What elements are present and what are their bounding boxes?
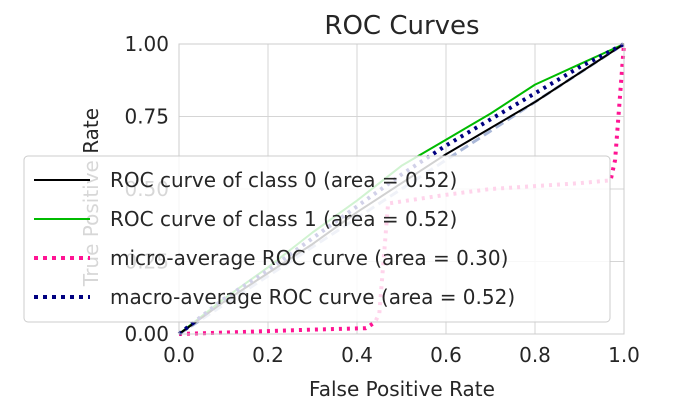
legend: ROC curve of class 0 (area = 0.52) ROC cu… <box>23 155 611 323</box>
x-ticks: 0.0 0.2 0.4 0.6 0.8 1.0 <box>163 343 640 367</box>
y-tick-label: 0.00 <box>124 322 169 346</box>
x-tick-label: 0.2 <box>252 343 284 367</box>
legend-entry: macro-average ROC curve (area = 0.52) <box>110 285 515 309</box>
legend-entry: micro-average ROC curve (area = 0.30) <box>110 246 508 270</box>
x-axis-label: False Positive Rate <box>309 377 495 401</box>
legend-entry: ROC curve of class 1 (area = 0.52) <box>110 207 457 231</box>
x-tick-label: 0.0 <box>163 343 195 367</box>
x-tick-label: 0.4 <box>341 343 373 367</box>
x-tick-label: 0.6 <box>430 343 462 367</box>
y-tick-label: 1.00 <box>124 32 169 56</box>
chart-title: ROC Curves <box>324 11 479 41</box>
x-tick-label: 1.0 <box>608 343 640 367</box>
y-tick-label: 0.75 <box>124 105 169 129</box>
legend-box <box>23 155 611 323</box>
x-tick-label: 0.8 <box>519 343 551 367</box>
legend-entry: ROC curve of class 0 (area = 0.52) <box>110 168 457 192</box>
